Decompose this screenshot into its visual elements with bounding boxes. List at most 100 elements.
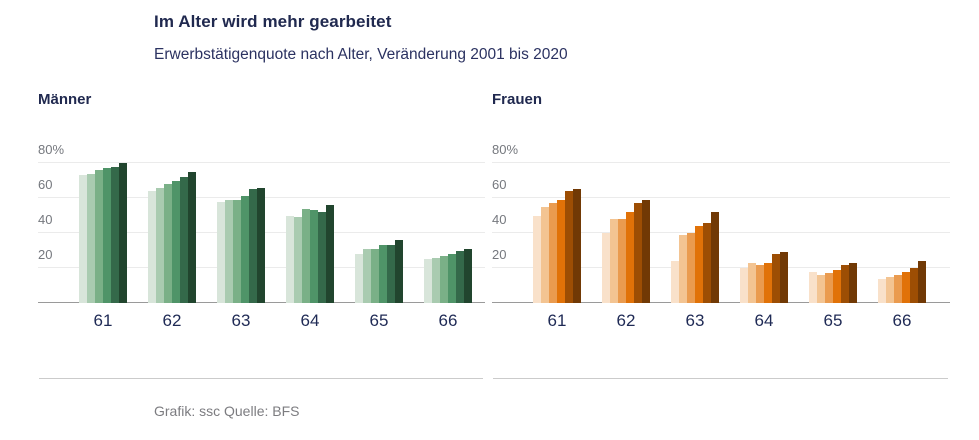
bar-63-series_6 <box>257 187 265 303</box>
bar-62-series_4 <box>626 212 634 303</box>
bar-65-series_4 <box>379 245 387 303</box>
bar-66-series_3 <box>894 275 902 303</box>
bar-63-series_4 <box>241 196 249 303</box>
y-axis-tick-label: 20 <box>38 247 53 262</box>
gridline <box>492 267 950 268</box>
bar-61-series_2 <box>541 206 549 303</box>
bar-64-series_6 <box>326 205 334 303</box>
bottom-divider-right <box>493 378 948 379</box>
plot-area-maenner: 20 40 60 80% <box>38 143 485 303</box>
bar-61-series_3 <box>549 203 557 303</box>
x-axis-label-66: 66 <box>892 311 912 330</box>
bar-64-series_3 <box>756 264 764 303</box>
bar-62-series_2 <box>610 219 618 303</box>
bar-61-series_4 <box>557 199 565 303</box>
bar-62-series_1 <box>148 191 156 303</box>
bar-62-series_4 <box>172 180 180 303</box>
gridline <box>492 232 950 233</box>
bar-62-series_3 <box>164 184 172 303</box>
x-axis-label-65: 65 <box>369 311 389 330</box>
bar-66-series_1 <box>878 278 886 303</box>
x-axis-label-64: 64 <box>754 311 774 330</box>
gridline <box>492 162 950 163</box>
bar-64-series_4 <box>310 210 318 303</box>
bar-63-series_5 <box>703 222 711 303</box>
bar-65-series_4 <box>833 269 841 303</box>
bar-61-series_5 <box>111 166 119 303</box>
bar-66-series_4 <box>448 254 456 303</box>
gridline <box>38 162 485 163</box>
bar-group-61 <box>79 163 127 303</box>
bar-65-series_2 <box>363 248 371 303</box>
bar-62-series_6 <box>188 171 196 303</box>
bar-63-series_5 <box>249 189 257 303</box>
y-axis-tick-label: 20 <box>492 247 507 262</box>
bar-64-series_1 <box>286 215 294 303</box>
panel-title-maenner: Männer <box>38 91 92 108</box>
bar-64-series_2 <box>748 262 756 303</box>
bar-group-63 <box>671 212 719 303</box>
bar-63-series_1 <box>217 201 225 303</box>
bar-61-series_6 <box>573 189 581 303</box>
bar-65-series_3 <box>371 248 379 303</box>
page-subtitle: Erwerbstätigenquote nach Alter, Veränder… <box>154 46 568 63</box>
bar-64-series_2 <box>294 217 302 303</box>
y-axis-tick-label: 60 <box>38 177 53 192</box>
bar-65-series_5 <box>841 264 849 303</box>
bar-group-61 <box>533 189 581 303</box>
bar-63-series_6 <box>711 212 719 303</box>
x-axis-label-62: 62 <box>162 311 182 330</box>
bar-63-series_3 <box>687 233 695 303</box>
bar-61-series_3 <box>95 170 103 303</box>
bar-62-series_5 <box>180 177 188 303</box>
bar-63-series_4 <box>695 226 703 303</box>
y-axis-tick-label: 40 <box>492 212 507 227</box>
bar-66-series_1 <box>424 259 432 303</box>
page-title: Im Alter wird mehr gearbeitet <box>154 12 392 31</box>
bar-group-66 <box>424 248 472 303</box>
bar-group-62 <box>602 199 650 303</box>
bar-65-series_1 <box>809 271 817 303</box>
gridline <box>492 197 950 198</box>
bar-65-series_6 <box>849 262 857 303</box>
bar-group-65 <box>355 240 403 303</box>
x-axis-label-62: 62 <box>616 311 636 330</box>
x-axis-label-66: 66 <box>438 311 458 330</box>
bar-63-series_2 <box>225 199 233 303</box>
bar-61-series_1 <box>533 215 541 303</box>
y-axis-tick-label: 60 <box>492 177 507 192</box>
bar-65-series_6 <box>395 240 403 303</box>
bar-groups <box>38 143 485 303</box>
bar-64-series_6 <box>780 252 788 303</box>
bar-group-64 <box>286 205 334 303</box>
bar-group-64 <box>740 252 788 303</box>
bar-62-series_2 <box>156 187 164 303</box>
bar-61-series_1 <box>79 175 87 303</box>
x-axis-baseline <box>492 302 950 303</box>
bar-66-series_5 <box>910 268 918 303</box>
plot-area-frauen: 20 40 60 80% <box>492 143 950 303</box>
bar-62-series_1 <box>602 233 610 303</box>
bar-66-series_6 <box>918 261 926 303</box>
bar-63-series_1 <box>671 261 679 303</box>
bar-62-series_5 <box>634 203 642 303</box>
y-axis-tick-label: 80% <box>492 142 519 157</box>
bar-63-series_2 <box>679 234 687 303</box>
source-credit: Grafik: ssc Quelle: BFS <box>154 403 300 419</box>
bar-63-series_3 <box>233 199 241 303</box>
x-axis-frauen: 61 62 63 64 65 66 <box>492 311 950 333</box>
chart-panel-frauen: Frauen 20 40 60 80% 61 62 63 64 65 66 <box>492 0 950 440</box>
bar-64-series_5 <box>318 212 326 303</box>
bar-66-series_2 <box>886 276 894 303</box>
y-axis-tick-label: 40 <box>38 212 53 227</box>
bar-groups <box>492 143 950 303</box>
chart-panel-maenner: Männer 20 40 60 80% 61 62 63 64 65 66 <box>38 0 485 440</box>
y-axis-tick-label: 80% <box>38 142 65 157</box>
bar-61-series_5 <box>565 191 573 303</box>
bar-65-series_5 <box>387 245 395 303</box>
bar-65-series_1 <box>355 254 363 303</box>
x-axis-label-63: 63 <box>685 311 705 330</box>
x-axis-label-64: 64 <box>300 311 320 330</box>
bar-61-series_6 <box>119 163 127 303</box>
x-axis-label-63: 63 <box>231 311 251 330</box>
